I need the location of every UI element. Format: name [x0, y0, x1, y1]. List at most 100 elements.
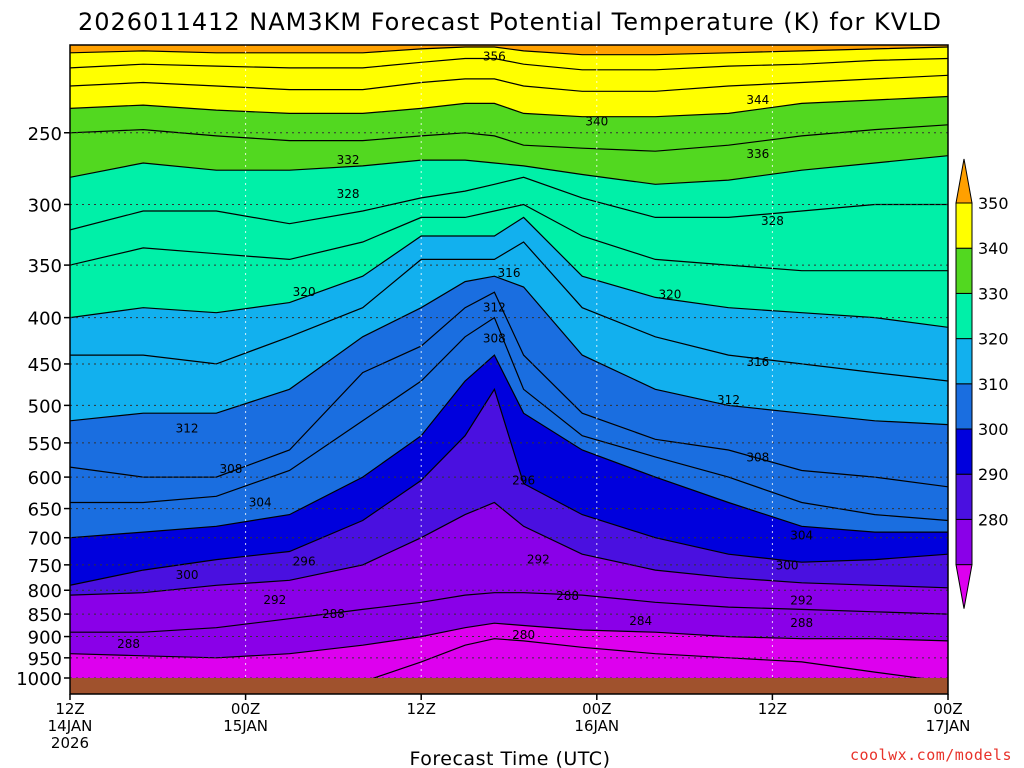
contour-line-352 [70, 46, 948, 56]
contour-label: 356 [483, 50, 506, 64]
contour-label: 304 [790, 528, 813, 542]
x-tick-label: 15JAN [223, 717, 268, 735]
y-tick-label: 650 [28, 500, 62, 521]
contour-line-316 [70, 241, 948, 382]
contour-label: 300 [176, 568, 199, 582]
colorbar-label: 320 [978, 330, 1009, 349]
y-tick-label: 900 [28, 628, 62, 649]
x-tick-label: 12Z [758, 700, 787, 718]
y-tick-label: 750 [28, 556, 62, 577]
contour-label: 332 [337, 153, 360, 167]
contour-label: 288 [790, 616, 813, 630]
contour-label: 328 [761, 214, 784, 228]
contour-line-324 [70, 203, 948, 272]
contour-line-292 [70, 501, 948, 596]
contour-line-308 [70, 291, 948, 488]
y-tick-label: 950 [28, 649, 62, 670]
x-axis-title: Forecast Time (UTC) [410, 748, 611, 768]
plot-area: 356 344 340 332 336 328 328 316 320 320 312 308 316 3… [69, 44, 949, 695]
credit-link[interactable]: coolwx.com/models [850, 746, 1012, 764]
colorbar-swatch [955, 428, 973, 475]
contour-label: 308 [220, 462, 243, 476]
band-fill-280 [70, 638, 948, 678]
contour-label: 312 [717, 393, 740, 407]
y-tick-label: 500 [28, 396, 62, 417]
x-tick-label: 00Z [231, 700, 260, 718]
contour-line-332 [70, 155, 948, 185]
plot-frame [69, 44, 949, 695]
contour-label: 316 [746, 355, 769, 369]
y-tick-label: 700 [28, 529, 62, 550]
colorbar-swatch [955, 247, 973, 294]
colorbar-label: 300 [978, 420, 1009, 439]
contour-label: 328 [337, 187, 360, 201]
y-tick-label: 350 [28, 256, 62, 277]
contour-line-288 [70, 592, 948, 633]
contour-label: 320 [293, 285, 316, 299]
colorbar-swatch [955, 518, 973, 566]
y-tick-label: 600 [28, 468, 62, 489]
y-tick-label: 400 [28, 309, 62, 330]
contour-label: 308 [746, 451, 769, 465]
contour-label: 296 [512, 473, 535, 487]
contour-line-344 [70, 74, 948, 92]
contour-label: 288 [556, 589, 579, 603]
contour-label: 312 [483, 301, 506, 315]
colorbar-swatch [955, 473, 973, 520]
contour-label: 288 [117, 637, 140, 651]
x-tick-label: 12Z [407, 700, 436, 718]
plot-inner: 356 344 340 332 336 328 328 316 320 320 312 308 316 3… [70, 45, 948, 678]
contour-label: 288 [322, 607, 345, 621]
contour-line-284 [70, 622, 948, 659]
ground-strip [70, 678, 948, 694]
y-tick-label: 850 [28, 605, 62, 626]
contour-label: 284 [629, 614, 652, 628]
contour-label: 312 [176, 421, 199, 435]
colorbar-swatch [955, 383, 973, 430]
color-bar: 350 340 330 320 310 300 290 280 [955, 158, 1009, 609]
colorbar-swatch [955, 338, 973, 385]
contour-line-280 [372, 638, 924, 678]
y-axis-labels: 2503003504004505005506006507007508008509… [16, 124, 70, 690]
colorbar-swatch [955, 292, 973, 340]
contour-label: 336 [746, 147, 769, 161]
contour-line-340 [70, 95, 948, 118]
contour-line-304 [70, 316, 948, 522]
colorbar-label: 290 [978, 465, 1009, 484]
contour-label: 320 [659, 287, 682, 301]
contour-line-312 [70, 275, 948, 426]
colorbar-label: 310 [978, 375, 1009, 394]
contour-line-320 [70, 216, 948, 328]
x-tick-label: 2026 [51, 734, 89, 752]
contour-label: 300 [776, 558, 799, 572]
colorbar-bottom-arrow [955, 564, 973, 609]
contour-label: 308 [483, 332, 506, 346]
contour-line-328 [70, 176, 948, 231]
colorbar-top-arrow [955, 158, 973, 204]
contour-label: 296 [293, 555, 316, 569]
chart-title: 2026011412 NAM3KM Forecast Potential Tem… [78, 8, 942, 36]
contour-label: 292 [790, 593, 813, 607]
contour-label: 340 [585, 115, 608, 129]
x-tick-label: 16JAN [574, 717, 619, 735]
y-tick-label: 250 [28, 124, 62, 145]
contour-label: 280 [512, 628, 535, 642]
colorbar-swatch [955, 202, 973, 249]
contour-line-348 [70, 57, 948, 71]
contour-label: 316 [498, 266, 521, 280]
colorbar-label: 330 [978, 284, 1009, 303]
y-tick-label: 1000 [16, 669, 62, 690]
y-tick-label: 450 [28, 355, 62, 376]
x-tick-label: 14JAN [48, 717, 93, 735]
colorbar-label: 350 [978, 194, 1009, 213]
contour-line-336 [70, 124, 948, 152]
contour-label: 344 [746, 93, 769, 107]
colorbar-label: 340 [978, 239, 1009, 258]
y-tick-label: 300 [28, 195, 62, 216]
contour-line-300 [70, 354, 948, 539]
contour-line-296 [70, 387, 948, 586]
contour-label: 292 [263, 593, 286, 607]
contour-label: 304 [249, 495, 272, 509]
